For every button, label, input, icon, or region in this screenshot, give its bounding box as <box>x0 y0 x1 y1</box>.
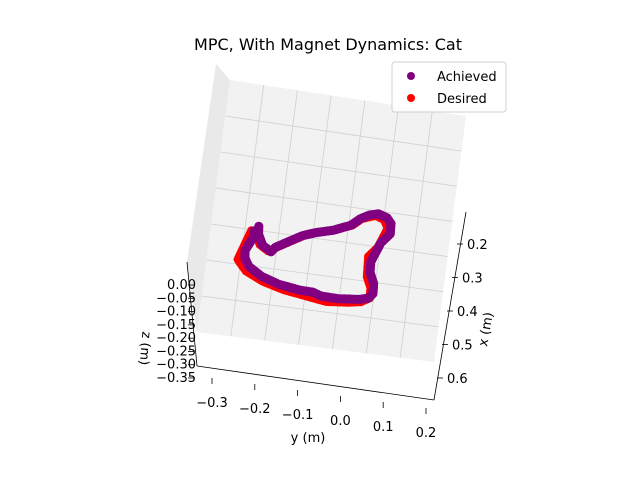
grid-line-v <box>365 105 399 354</box>
grid-line-h <box>225 115 462 152</box>
chart-title: MPC, With Magnet Dynamics: Cat <box>194 35 462 54</box>
grid-line-v <box>298 95 332 345</box>
side-pane <box>187 64 230 332</box>
grid-lines <box>201 85 462 358</box>
legend-label-achieved: Achieved <box>437 70 497 85</box>
axis-lines <box>186 211 467 401</box>
z-tick-label: −0.05 <box>156 291 196 306</box>
back-pane <box>197 80 466 362</box>
y-ticks: −0.3 −0.2 −0.1 0.0 0.1 0.2 <box>196 378 436 441</box>
x-tick-label: 0.5 <box>452 339 473 354</box>
series-layer <box>233 209 396 307</box>
grid-line-v <box>399 110 433 358</box>
legend-marker-desired <box>407 94 415 102</box>
x-tick-label: 0.2 <box>467 238 488 253</box>
axes-panes <box>187 64 466 362</box>
z-axis-line <box>186 261 198 367</box>
z-tick-label: 0.00 <box>167 278 196 293</box>
z-ticks: 0.00−0.05−0.10−0.15−0.20−0.25−0.30−0.35 <box>156 278 196 386</box>
grid-line-v <box>230 85 265 337</box>
x-axis-label: x (m) <box>476 311 497 348</box>
y-axis-label: y (m) <box>291 431 326 446</box>
y-tick-label: −0.3 <box>196 396 228 411</box>
y-tick-label: 0.2 <box>416 426 437 441</box>
z-tick-label: −0.20 <box>156 331 196 346</box>
y-tick-label: −0.2 <box>239 402 271 417</box>
y-tick-label: −0.1 <box>282 408 314 423</box>
grid-line-h <box>220 151 457 187</box>
z-tick-label: −0.25 <box>156 344 196 359</box>
grid-line-h <box>201 295 439 328</box>
z-tick-label: −0.10 <box>156 305 196 320</box>
z-tick-label: −0.35 <box>156 371 196 386</box>
legend-label-desired: Desired <box>437 92 487 107</box>
z-axis-label: z (m) <box>136 331 154 366</box>
legend: Achieved Desired <box>391 61 507 113</box>
x-tick-label: 0.4 <box>457 305 478 320</box>
z-tick-label: −0.30 <box>156 358 196 373</box>
grid-line-h <box>215 187 453 222</box>
x-axis-line <box>433 211 467 401</box>
data-point <box>254 221 264 231</box>
y-axis-line <box>196 365 435 401</box>
y-tick-label: 0.1 <box>373 420 394 435</box>
x-tick-label: 0.3 <box>462 272 483 287</box>
series-achieved <box>240 209 396 304</box>
y-tick-label: 0.0 <box>330 414 351 429</box>
legend-frame <box>391 61 507 113</box>
legend-marker-achieved <box>407 72 415 80</box>
grid-line-v <box>264 90 298 341</box>
z-tick-label: −0.15 <box>156 318 196 333</box>
x-tick-label: 0.6 <box>447 372 468 387</box>
x-ticks: 0.2 0.3 0.4 0.5 0.6 <box>437 238 488 387</box>
